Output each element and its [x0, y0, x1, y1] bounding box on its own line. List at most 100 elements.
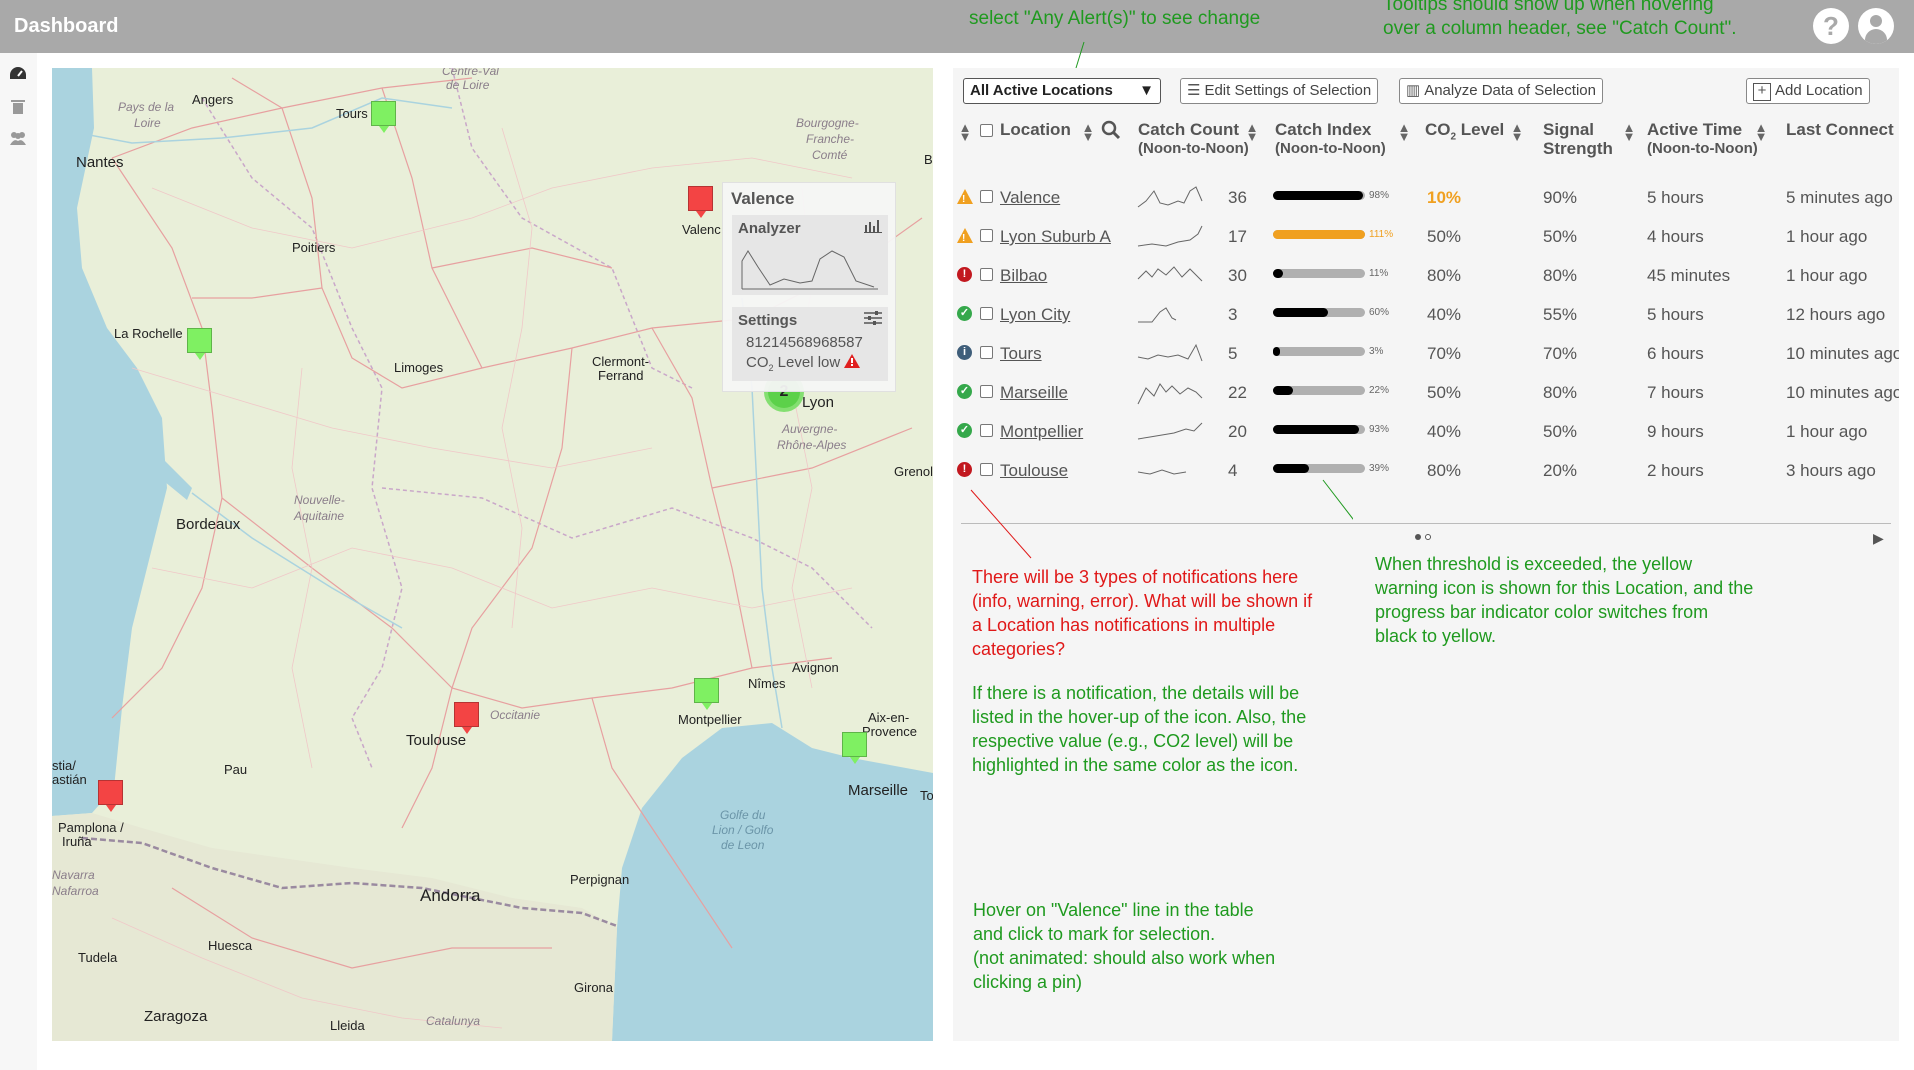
warning-icon[interactable]: ! [957, 228, 973, 244]
alert-note-pointer [1075, 41, 1085, 69]
check-circle-icon[interactable]: ✓ [957, 384, 972, 399]
header-location[interactable]: Location [1000, 120, 1071, 139]
header-co2-level[interactable]: CO2 Level [1425, 120, 1504, 146]
row-checkbox[interactable] [980, 463, 993, 476]
signal-strength-value: 70% [1543, 344, 1578, 363]
help-icon[interactable]: ? [1813, 8, 1849, 44]
pin-tail [702, 703, 712, 710]
header-catch-index[interactable]: Catch Index (Noon-to-Noon) [1275, 120, 1386, 158]
city-label: Perpignan [570, 872, 630, 887]
table-row[interactable]: i Tours 5 3% 70% 70% 6 hours 10 minutes ago [953, 333, 1899, 372]
error-icon[interactable]: ! [957, 267, 972, 282]
header-catch-count-label: Catch Count [1138, 120, 1240, 139]
warning-icon[interactable]: ! [957, 189, 973, 205]
city-label: Avignon [792, 660, 839, 675]
sort-icon[interactable]: ▲ ▼ [1754, 120, 1768, 144]
sort-icon[interactable]: ▲ ▼ [1245, 120, 1259, 144]
hover-note-line-3: (not animated: should also work when [973, 948, 1276, 968]
row-checkbox[interactable] [980, 229, 993, 242]
location-filter-select[interactable]: All Active Locations ▼ [963, 78, 1161, 104]
popup-analyzer[interactable]: Analyzer [732, 215, 888, 295]
sort-icon[interactable]: ▲ ▼ [1510, 120, 1524, 144]
popup-alert-text: CO2 Level low [746, 354, 861, 373]
sort-icon[interactable]: ▲ ▼ [958, 120, 972, 144]
location-link[interactable]: Marseille [1000, 383, 1069, 402]
map-pin-toulouse[interactable] [454, 702, 479, 727]
city-label: stia/ [52, 758, 76, 773]
search-icon[interactable] [1101, 120, 1121, 145]
row-checkbox[interactable] [980, 424, 993, 437]
edit-settings-button[interactable]: ☰ Edit Settings of Selection [1180, 78, 1379, 104]
sort-icon[interactable]: ▲ ▼ [1397, 120, 1411, 144]
map-pin-bilbao[interactable] [98, 780, 123, 805]
signal-strength-value: 50% [1543, 227, 1578, 246]
location-link[interactable]: Toulouse [1000, 461, 1069, 480]
popup-settings[interactable]: Settings 81214568968587 CO2 Level low [732, 307, 888, 381]
check-circle-icon[interactable]: ✓ [957, 306, 972, 321]
header-active-time[interactable]: Active Time (Noon-to-Noon) [1647, 120, 1758, 158]
map-pin-montpellier[interactable] [694, 678, 719, 703]
catch-index-bar-fill [1273, 386, 1293, 395]
map-pin-marseille[interactable] [842, 732, 867, 757]
trash-icon[interactable] [9, 99, 27, 117]
location-link[interactable]: Montpellier [1000, 422, 1084, 441]
city-label: Marseille [848, 782, 909, 799]
bar-chart-icon[interactable] [864, 219, 882, 237]
table-row[interactable]: ✓ Marseille 22 22% 50% 80% 7 hours 10 minutes a… [953, 372, 1899, 411]
select-all-checkbox[interactable] [980, 124, 993, 137]
filter-select-value: All Active Locations [970, 82, 1113, 99]
sort-icon[interactable]: ▲ ▼ [1622, 120, 1636, 144]
header-last-connect[interactable]: Last Connect [1786, 120, 1894, 139]
check-circle-icon[interactable]: ✓ [957, 423, 972, 438]
table-row[interactable]: ! Lyon Suburb A 17 111% 50% 50% 4 hours 1 hour … [953, 216, 1899, 255]
tooltip-note-line-2: over a column header, see "Catch Count". [1383, 18, 1737, 39]
tooltip-note-line-1: Tooltips should show up when hovering [1383, 0, 1714, 15]
co2-level-value: 50% [1427, 383, 1462, 402]
table-row[interactable]: ! Toulouse 4 39% 80% 20% 2 hours 3 hours ago [953, 450, 1899, 489]
location-link[interactable]: Lyon Suburb A [1000, 227, 1111, 246]
map-pin-tours[interactable] [371, 101, 396, 126]
popup-settings-label: Settings [738, 312, 798, 329]
catch-count-sparkline [1137, 422, 1203, 440]
sliders-icon[interactable] [864, 311, 882, 329]
row-checkbox[interactable] [980, 346, 993, 359]
table-row[interactable]: ✓ Montpellier 20 93% 40% 50% 9 hours 1 hour ago [953, 411, 1899, 450]
last-connect-value: 10 minutes ago [1786, 344, 1899, 363]
catch-index-bar-fill [1273, 308, 1328, 317]
row-checkbox[interactable] [980, 268, 993, 281]
pager-dot-active[interactable] [1415, 534, 1421, 540]
next-page-icon[interactable]: ▶ [1873, 530, 1884, 546]
analyze-data-button[interactable]: ▥ Analyze Data of Selection [1399, 78, 1603, 104]
row-checkbox[interactable] [980, 190, 993, 203]
catch-index-bar-fill [1273, 191, 1363, 200]
city-label: Pamplona / [58, 820, 124, 835]
location-link[interactable]: Bilbao [1000, 266, 1048, 285]
user-icon[interactable] [1858, 8, 1894, 44]
co2-level-value: 40% [1427, 305, 1462, 324]
map-pin-la-rochelle[interactable] [187, 328, 212, 353]
map-pin-valence[interactable] [688, 186, 713, 211]
add-location-button[interactable]: + Add Location [1746, 78, 1870, 104]
user-icon-head [1870, 15, 1882, 27]
header-signal-strength[interactable]: Signal Strength [1543, 120, 1613, 158]
pager-dot[interactable] [1425, 534, 1431, 540]
table-row[interactable]: ✓ Lyon City 3 60% 40% 55% 5 hours 12 hours ago [953, 294, 1899, 333]
row-checkbox[interactable] [980, 385, 993, 398]
location-link[interactable]: Lyon City [1000, 305, 1071, 324]
signal-strength-value: 20% [1543, 461, 1578, 480]
info-icon[interactable]: i [957, 345, 972, 360]
region-label: Centre-Val [442, 68, 499, 78]
users-icon[interactable] [9, 131, 27, 149]
table-row[interactable]: ! Valence 36 98% 10% 90% 5 hours 5 minutes ago [953, 177, 1899, 216]
error-icon[interactable]: ! [957, 462, 972, 477]
location-link[interactable]: Tours [1000, 344, 1042, 363]
region-label: Nouvelle- [294, 493, 345, 507]
header-catch-count[interactable]: Catch Count (Noon-to-Noon) [1138, 120, 1249, 158]
last-connect-value: 3 hours ago [1786, 461, 1876, 480]
row-checkbox[interactable] [980, 307, 993, 320]
table-row[interactable]: ! Bilbao 30 11% 80% 80% 45 minutes 1 hour ago [953, 255, 1899, 294]
sort-icon[interactable]: ▲ ▼ [1081, 120, 1095, 144]
speedometer-icon[interactable] [9, 65, 27, 83]
popup-title: Valence [731, 189, 795, 208]
location-link[interactable]: Valence [1000, 188, 1061, 207]
